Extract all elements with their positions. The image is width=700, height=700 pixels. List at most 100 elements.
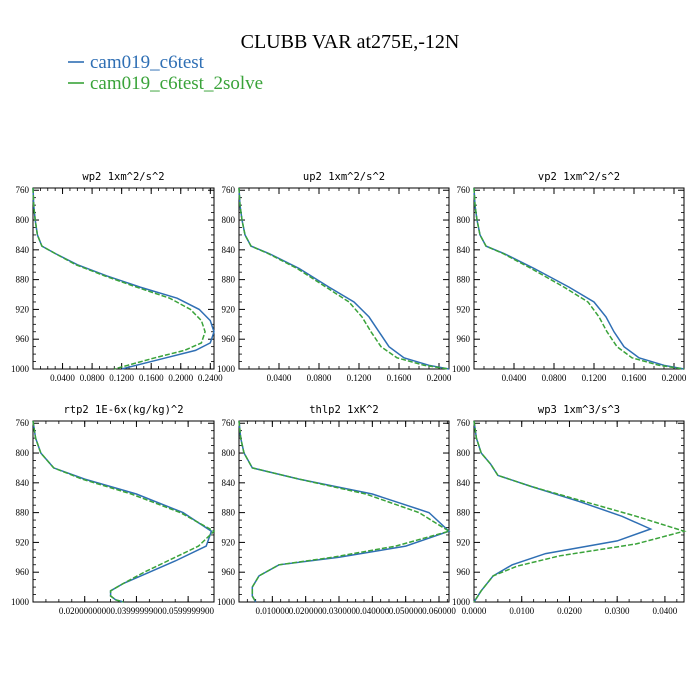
y-tick-label: 840 xyxy=(457,478,471,488)
y-tick-label: 920 xyxy=(16,537,30,547)
y-tick-label: 1000 xyxy=(11,364,30,374)
series-line-c6test xyxy=(238,187,450,370)
x-tick-label: 0.0300 xyxy=(605,606,630,616)
panel-3: vp2 1xm^2/s^2 760 800 840 880 920 960 1000 0.040… xyxy=(452,171,687,383)
panel-6: wp3 1xm^3/s^3 760 800 840 880 920 960 10000.000… xyxy=(452,404,687,616)
panel-title: up2 1xm^2/s^2 xyxy=(303,171,385,183)
x-tick-label: 0.2000 xyxy=(168,373,193,383)
y-tick-label: 1000 xyxy=(217,597,236,607)
y-tick-label: 920 xyxy=(222,537,236,547)
y-tick-label: 840 xyxy=(16,478,30,488)
panel-5: thlp2 1xK^2 760 800 840 880 920 960 1000 0.01000… xyxy=(217,404,456,616)
series-line-c6test-2solve xyxy=(238,420,451,603)
y-tick-label: 840 xyxy=(222,478,236,488)
series-line-c6test-2solve xyxy=(32,420,216,603)
x-tick-label: 0.0800 xyxy=(80,373,105,383)
y-tick-label: 840 xyxy=(222,245,236,255)
y-tick-label: 800 xyxy=(16,215,30,225)
panel-1: wp2 1xm^2/s^2 760 800 840 880 920 960 1000 0.040… xyxy=(11,171,223,383)
plot-frame xyxy=(238,420,450,603)
plot-frame xyxy=(32,187,215,370)
x-tick-label: 0.1200 xyxy=(109,373,134,383)
series-line-c6test xyxy=(32,187,215,370)
y-tick-label: 960 xyxy=(16,334,30,344)
y-tick-label: 760 xyxy=(222,418,236,428)
y-tick-label: 880 xyxy=(16,275,30,285)
legend-label-c6test: cam019_c6test xyxy=(90,52,205,73)
y-tick-label: 1000 xyxy=(11,597,30,607)
panel-title: wp2 1xm^2/s^2 xyxy=(82,171,164,183)
y-tick-label: 960 xyxy=(222,567,236,577)
x-tick-label: 0.2400 xyxy=(198,373,223,383)
series-line-c6test-2solve xyxy=(473,187,685,370)
y-tick-label: 1000 xyxy=(452,364,471,374)
x-tick-label: 0.040000 xyxy=(355,606,389,616)
series-line-c6test-2solve xyxy=(32,187,206,370)
y-tick-label: 920 xyxy=(457,537,471,547)
series-line-c6test xyxy=(473,187,685,370)
x-tick-label: 0.050000 xyxy=(389,606,423,616)
plot-frame xyxy=(238,187,450,370)
y-tick-label: 1000 xyxy=(452,597,471,607)
y-tick-label: 960 xyxy=(16,567,30,577)
y-tick-label: 880 xyxy=(222,275,236,285)
x-tick-label: 0.1600 xyxy=(387,373,412,383)
y-tick-label: 760 xyxy=(222,185,236,195)
x-tick-label: 0.0800 xyxy=(542,373,567,383)
y-tick-label: 920 xyxy=(222,304,236,314)
series-line-c6test xyxy=(473,420,653,603)
legend: cam019_c6test cam019_c6test_2solve xyxy=(68,52,263,94)
y-tick-label: 880 xyxy=(457,508,471,518)
x-tick-label: 0.0200 xyxy=(557,606,582,616)
series-line-c6test-2solve xyxy=(473,420,687,603)
plot-frame xyxy=(473,187,685,370)
x-tick-label: 0.1200 xyxy=(347,373,372,383)
y-tick-label: 760 xyxy=(16,418,30,428)
y-tick-label: 920 xyxy=(457,304,471,314)
panel-title: wp3 1xm^3/s^3 xyxy=(538,404,620,416)
y-tick-label: 800 xyxy=(16,448,30,458)
series-line-c6test-2solve xyxy=(238,187,450,370)
y-tick-label: 880 xyxy=(457,275,471,285)
y-tick-label: 960 xyxy=(457,567,471,577)
y-tick-label: 800 xyxy=(222,448,236,458)
x-tick-label: 0.060000 xyxy=(422,606,456,616)
y-tick-label: 800 xyxy=(222,215,236,225)
panel-2: up2 1xm^2/s^2 760 800 840 880 920 960 1000 0.040… xyxy=(217,171,452,383)
figure-title: CLUBB VAR at275E,-12N xyxy=(241,31,460,53)
plot-frame xyxy=(473,420,685,603)
x-tick-label: 0.2000 xyxy=(662,373,687,383)
y-tick-label: 960 xyxy=(457,334,471,344)
legend-label-c6test-2solve: cam019_c6test_2solve xyxy=(90,73,263,94)
y-tick-label: 960 xyxy=(222,334,236,344)
x-tick-label: 0.1600 xyxy=(139,373,164,383)
x-tick-label: 0.0400 xyxy=(653,606,678,616)
panel-title: thlp2 1xK^2 xyxy=(309,404,379,416)
y-tick-label: 840 xyxy=(16,245,30,255)
x-tick-label: 0.0399999900 xyxy=(111,606,163,616)
y-tick-label: 1000 xyxy=(217,364,236,374)
x-tick-label: 0.1200 xyxy=(582,373,607,383)
x-tick-label: 0.0400 xyxy=(502,373,527,383)
y-tick-label: 880 xyxy=(16,508,30,518)
x-tick-label: 0.0100 xyxy=(509,606,534,616)
x-tick-label: 0.0800 xyxy=(307,373,332,383)
y-tick-label: 880 xyxy=(222,508,236,518)
y-tick-label: 800 xyxy=(457,215,471,225)
panel-title: vp2 1xm^2/s^2 xyxy=(538,171,620,183)
y-tick-label: 760 xyxy=(457,185,471,195)
x-tick-label: 0.010000 xyxy=(255,606,289,616)
x-tick-label: 0.0400 xyxy=(267,373,292,383)
x-tick-label: 0.0200000000 xyxy=(59,606,111,616)
x-tick-label: 0.030000 xyxy=(322,606,356,616)
x-tick-label: 0.2000 xyxy=(427,373,452,383)
plot-frame xyxy=(32,420,215,603)
panel-title: rtp2 1E-6x(kg/kg)^2 xyxy=(63,404,183,416)
panel-grid: wp2 1xm^2/s^2 760 800 840 880 920 960 1000 0.040… xyxy=(11,171,687,616)
series-line-c6test xyxy=(32,420,213,603)
y-tick-label: 760 xyxy=(457,418,471,428)
x-tick-label: 0.0599999900 xyxy=(162,606,214,616)
x-tick-label: 0.0000 xyxy=(462,606,487,616)
y-tick-label: 760 xyxy=(16,185,30,195)
